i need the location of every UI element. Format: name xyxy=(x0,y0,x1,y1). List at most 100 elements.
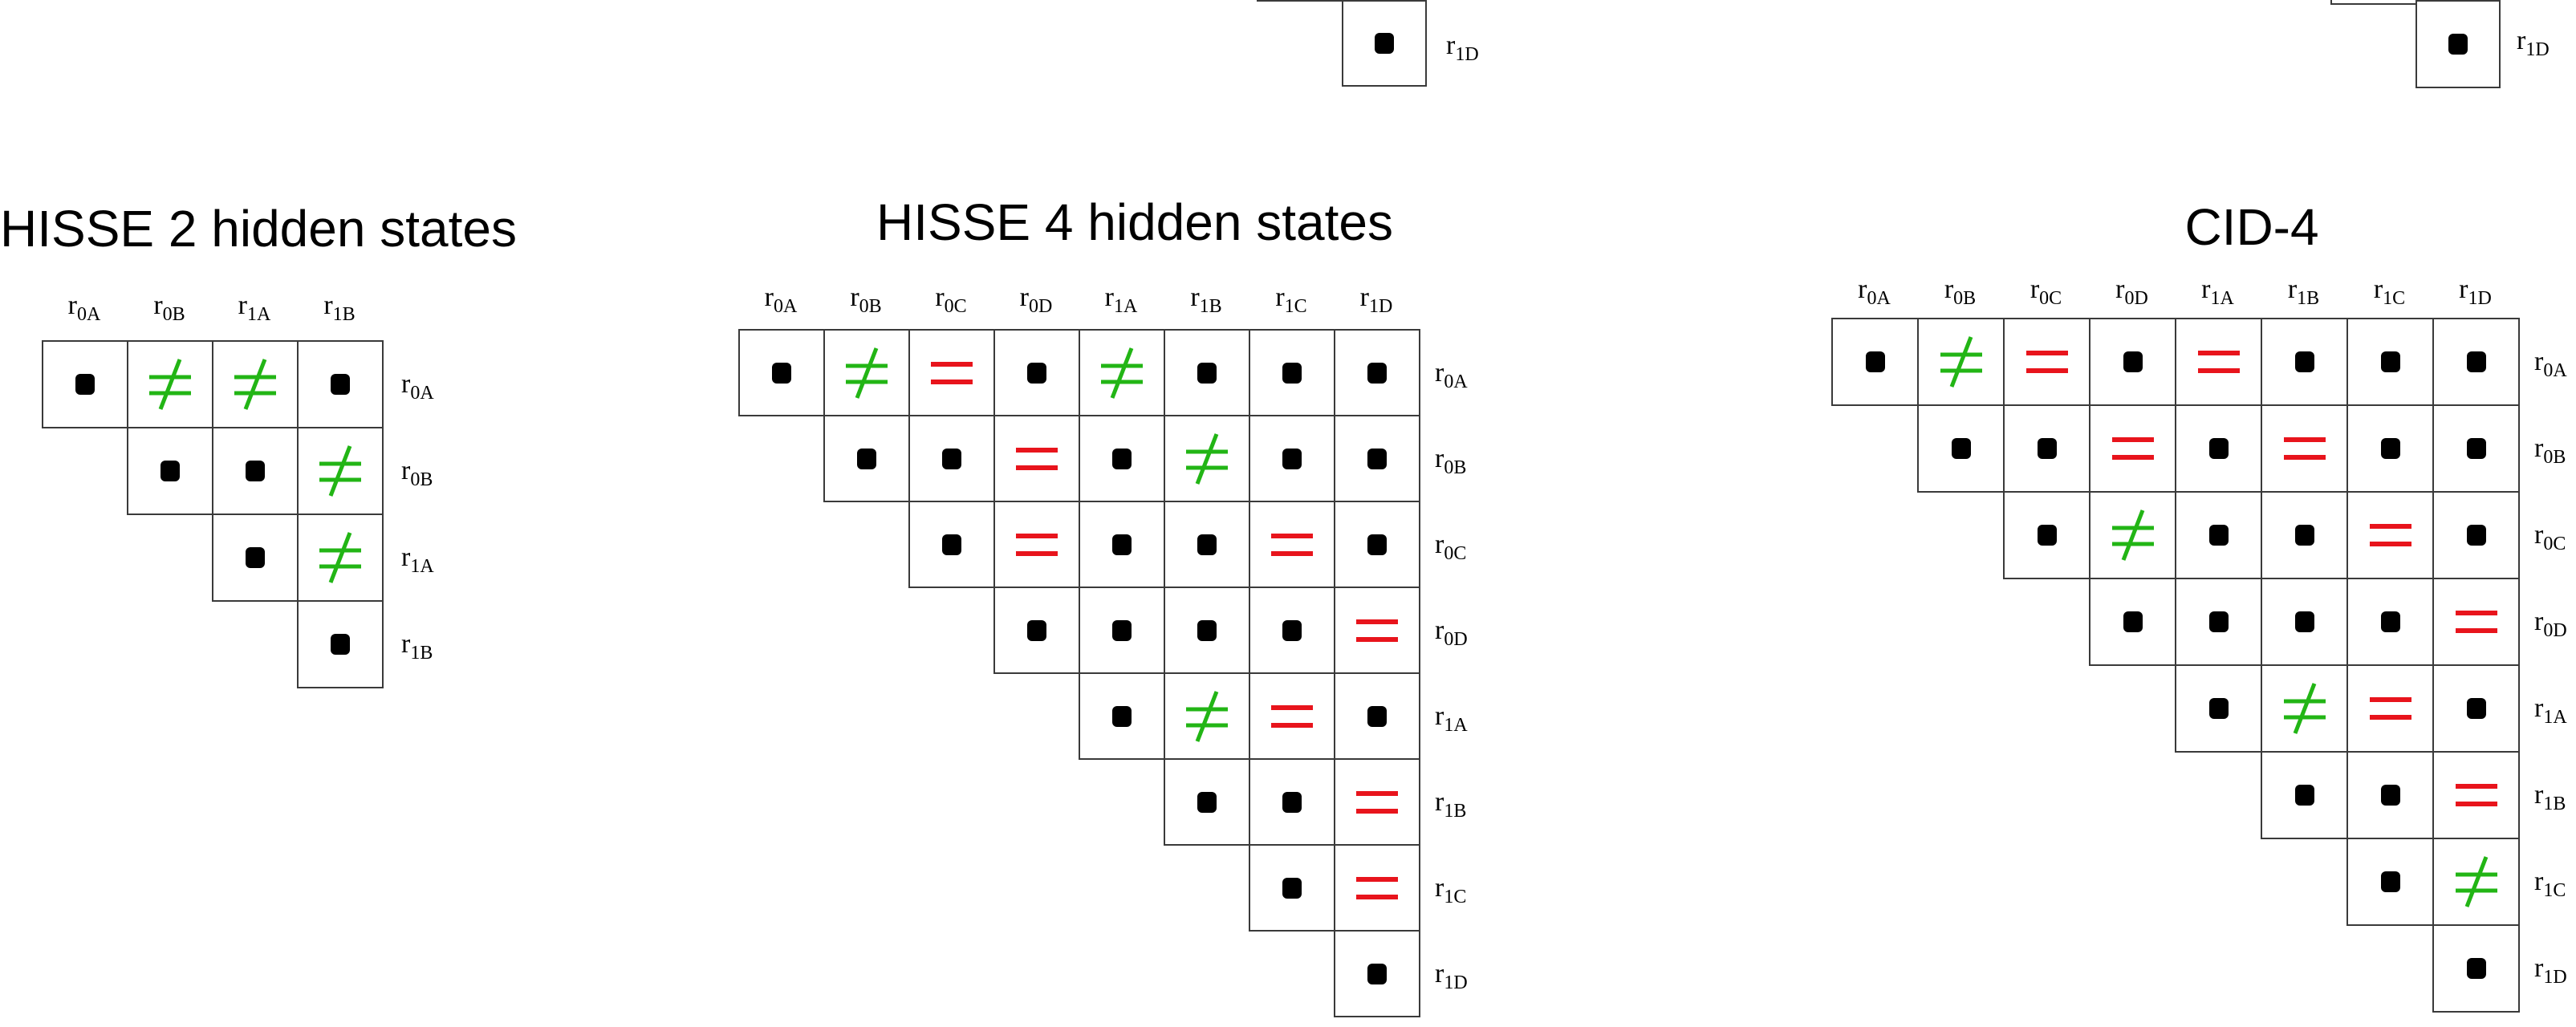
matrix-cell xyxy=(2175,404,2262,493)
dot-marker xyxy=(942,534,961,555)
dot-marker xyxy=(331,634,350,655)
matrix-cell xyxy=(2432,664,2520,753)
column-label: r1B xyxy=(323,290,356,325)
dot-marker xyxy=(2380,438,2400,459)
column-label: r1A xyxy=(2201,274,2234,309)
matrix-cell xyxy=(2003,491,2090,579)
column-label: r1C xyxy=(1275,282,1307,317)
dot-marker xyxy=(2208,525,2229,546)
matrix-cell xyxy=(1334,587,1420,674)
not-equal-icon xyxy=(149,359,191,410)
matrix-cell xyxy=(1079,672,1165,760)
dot-marker xyxy=(75,374,95,395)
matrix-cell xyxy=(2432,578,2520,666)
matrix-cell xyxy=(2346,404,2434,493)
panel-title: CID-4 xyxy=(2184,198,2319,256)
matrix-cell xyxy=(212,340,299,428)
matrix-cell xyxy=(1334,930,1420,1017)
matrix-cell xyxy=(2346,751,2434,839)
equal-icon xyxy=(1016,447,1058,470)
dot-marker xyxy=(2466,525,2486,546)
matrix-cell xyxy=(1334,329,1420,416)
panel-title: HISSE 4 hidden states xyxy=(876,193,1393,251)
matrix-cell xyxy=(1917,404,2005,493)
matrix-cell xyxy=(993,329,1080,416)
matrix-cell xyxy=(1334,758,1420,846)
not-equal-icon xyxy=(234,359,276,410)
matrix-cell xyxy=(823,329,910,416)
matrix-cell xyxy=(1079,415,1165,502)
row-label: r0A xyxy=(1435,358,1468,392)
equal-icon xyxy=(2369,524,2411,546)
dot-marker xyxy=(2208,698,2229,719)
dot-marker xyxy=(1112,619,1132,641)
dot-marker xyxy=(1367,362,1387,384)
row-label: r1D xyxy=(1446,30,1479,65)
column-label: r1C xyxy=(2373,274,2406,309)
not-equal-icon xyxy=(2283,683,2326,734)
dot-marker xyxy=(1112,534,1132,555)
matrix-cell xyxy=(297,514,384,602)
matrix-cell xyxy=(908,329,995,416)
matrix-cell xyxy=(212,427,299,515)
cell-border-fragment xyxy=(2330,0,2417,5)
dot-marker xyxy=(1112,705,1132,727)
equal-icon xyxy=(2283,437,2326,460)
dot-marker xyxy=(2380,611,2400,632)
row-label: r1A xyxy=(401,542,434,577)
matrix-cell xyxy=(1164,329,1250,416)
matrix-cell xyxy=(1079,501,1165,588)
equal-icon xyxy=(2111,437,2154,460)
row-label: r1A xyxy=(1435,701,1468,736)
matrix-cell xyxy=(1334,672,1420,760)
equal-icon xyxy=(1356,790,1398,814)
dot-marker xyxy=(331,374,350,395)
dot-marker xyxy=(2123,611,2143,632)
dot-marker xyxy=(2466,698,2486,719)
matrix-cell xyxy=(2432,404,2520,493)
matrix-cell xyxy=(1249,329,1335,416)
matrix-cell xyxy=(127,427,213,515)
dot-marker xyxy=(2037,525,2057,546)
matrix-cell xyxy=(2261,404,2348,493)
row-label: r1A xyxy=(2534,693,2567,728)
column-label: r0C xyxy=(2030,274,2062,309)
dot-marker xyxy=(1197,362,1217,384)
not-equal-icon xyxy=(319,532,361,583)
dot-marker xyxy=(857,448,876,469)
matrix-cell xyxy=(2432,924,2520,1013)
not-equal-icon xyxy=(1186,432,1228,485)
matrix-cell xyxy=(993,501,1080,588)
matrix-cell xyxy=(2261,318,2348,406)
equal-icon xyxy=(931,361,973,384)
dot-marker xyxy=(160,461,180,481)
matrix-cell xyxy=(2003,404,2090,493)
column-label: r0A xyxy=(764,282,798,317)
row-label: r1D xyxy=(2534,953,2567,988)
row-label: r0C xyxy=(2534,520,2566,554)
equal-icon xyxy=(2455,784,2497,806)
matrix-cell xyxy=(1164,415,1250,502)
matrix-cell xyxy=(2261,578,2348,666)
matrix-cell xyxy=(297,600,384,688)
matrix-cell xyxy=(1334,844,1420,932)
dot-marker xyxy=(2448,34,2468,55)
matrix-cell xyxy=(1164,672,1250,760)
dot-marker xyxy=(1865,351,1885,372)
matrix-cell xyxy=(2089,578,2176,666)
matrix-cell xyxy=(2346,838,2434,926)
matrix-cell xyxy=(2261,751,2348,839)
matrix-cell xyxy=(823,415,910,502)
matrix-cell xyxy=(297,427,384,515)
matrix-cell xyxy=(2003,318,2090,406)
column-label: r0B xyxy=(153,290,185,325)
dot-marker xyxy=(1197,534,1217,555)
equal-icon xyxy=(1271,704,1313,728)
column-label: r0C xyxy=(935,282,967,317)
not-equal-icon xyxy=(2455,856,2497,907)
matrix-cell xyxy=(1249,587,1335,674)
matrix-cell xyxy=(2175,578,2262,666)
equal-icon xyxy=(1271,533,1313,556)
row-label: r1B xyxy=(1435,787,1467,822)
matrix-cell xyxy=(1334,415,1420,502)
